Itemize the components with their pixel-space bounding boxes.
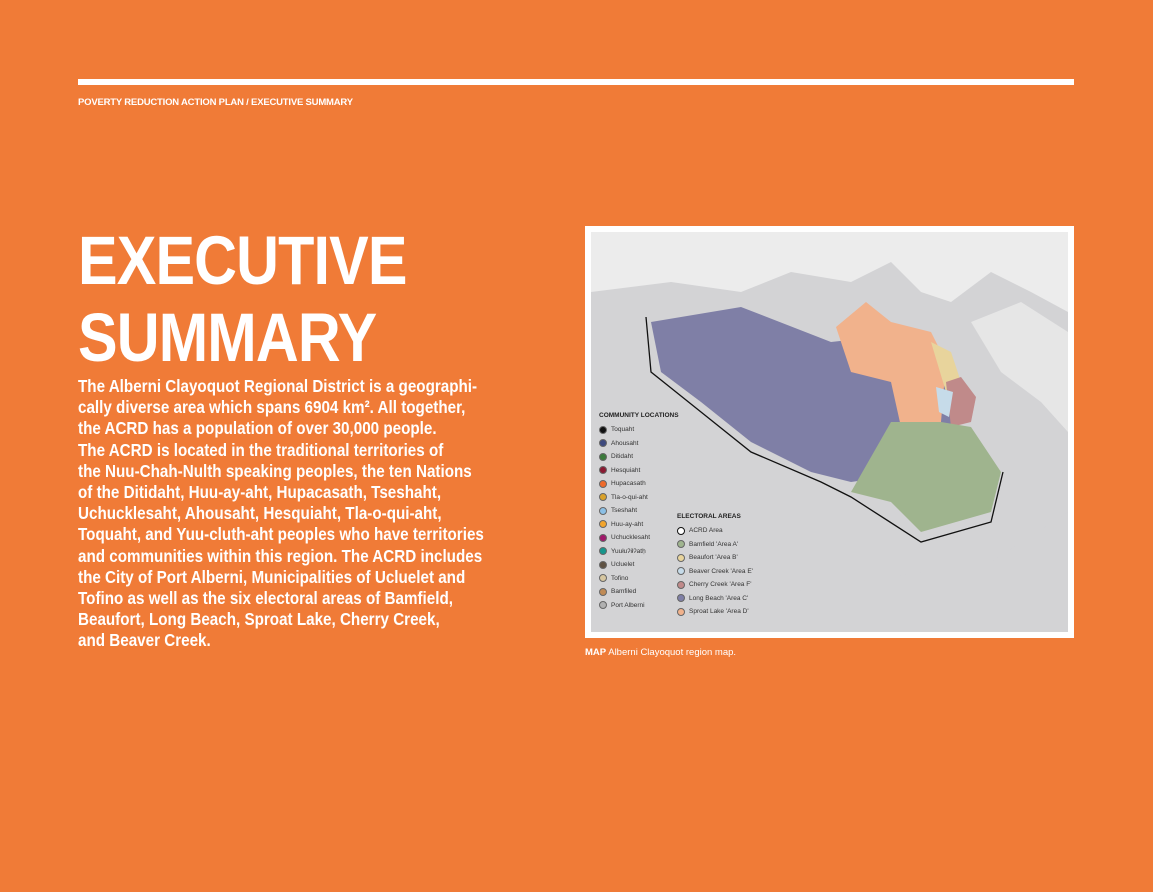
water-strait [971, 302, 1068, 432]
body-line: Beaufort, Long Beach, Sproat Lake, Cherr… [78, 609, 440, 630]
body-line: and Beaver Creek. [78, 630, 211, 651]
legend-swatch-icon [599, 479, 607, 488]
body-line: The Alberni Clayoquot Regional District … [78, 376, 478, 396]
area-bamfield [851, 422, 1001, 532]
legend-swatch-icon [599, 574, 607, 583]
legend-item: Bamfiled [599, 585, 679, 599]
community-legend: COMMUNITY LOCATIONS Toquaht Ahousaht Ditid… [599, 412, 679, 612]
legend-swatch-icon [599, 439, 607, 448]
legend-item: ACRD Area [677, 524, 753, 538]
legend-item: Hesquiaht [599, 464, 679, 478]
legend-swatch-icon [599, 425, 607, 434]
legend-label: Uchucklesaht [611, 534, 651, 542]
legend-item: Toquaht [599, 423, 679, 437]
legend-swatch-icon [677, 607, 685, 616]
body-line: the ACRD has a population of over 30,000… [78, 418, 437, 439]
legend-swatch-icon [599, 466, 607, 475]
legend-swatch-icon [599, 560, 607, 569]
legend-label: Port Alberni [611, 601, 645, 609]
electoral-legend-heading: ELECTORAL AREAS [677, 513, 741, 520]
legend-swatch-icon [599, 587, 607, 596]
legend-label: Tla-o-qui-aht [611, 493, 648, 501]
legend-item: Ditidaht [599, 450, 679, 464]
legend-item: Sproat Lake 'Area D' [677, 605, 753, 619]
legend-label: ACRD Area [689, 527, 723, 535]
legend-item: Huu-ay-aht [599, 518, 679, 532]
page-title-line: EXECUTIVE [78, 222, 407, 299]
legend-swatch-icon [599, 601, 607, 610]
body-line: and communities within this region. The … [78, 545, 483, 566]
map-caption: MAP Alberni Clayoquot region map. [585, 647, 736, 658]
legend-label: Beaufort 'Area B' [689, 554, 738, 562]
legend-swatch-icon [677, 580, 685, 589]
caption-label: MAP [585, 647, 607, 658]
body-line: Toquaht, and Yuu-cluth-aht peoples who h… [78, 524, 484, 545]
body-line: Uchucklesaht, Ahousaht, Hesquiaht, Tla-o… [78, 503, 442, 524]
legend-label: Ahousaht [611, 439, 639, 447]
acrd-boundary [645, 316, 1004, 543]
community-legend-heading: COMMUNITY LOCATIONS [599, 412, 679, 419]
legend-swatch-icon [599, 506, 607, 515]
page-title: EXECUTIVE SUMMARY [78, 222, 407, 376]
legend-swatch-icon [677, 594, 685, 603]
legend-item: Tla-o-qui-aht [599, 491, 679, 505]
legend-item: Hupacasath [599, 477, 679, 491]
legend-label: Ucluelet [611, 561, 635, 569]
legend-label: Ditidaht [611, 453, 634, 461]
legend-item: Port Alberni [599, 599, 679, 613]
legend-swatch-icon [599, 452, 607, 461]
body-line: the Nuu-Chah-Nulth speaking peoples, the… [78, 460, 472, 481]
water-north [591, 232, 1068, 312]
legend-swatch-icon [599, 493, 607, 502]
legend-label: Hesquiaht [611, 466, 641, 474]
legend-swatch-icon [677, 540, 685, 549]
legend-label: Sproat Lake 'Area D' [689, 608, 749, 616]
legend-item: Long Beach 'Area C' [677, 592, 753, 606]
body-line: the City of Port Alberni, Municipalities… [78, 566, 466, 587]
legend-label: Bamfiled [611, 588, 637, 596]
legend-item: Beaver Creek 'Area E' [677, 565, 753, 579]
area-cherry-creek [946, 377, 976, 427]
legend-item: Ucluelet [599, 558, 679, 572]
legend-swatch-icon [599, 520, 607, 529]
legend-label: Tofino [611, 574, 629, 582]
region-map: COMMUNITY LOCATIONS Toquaht Ahousaht Ditid… [585, 226, 1074, 638]
electoral-legend: ELECTORAL AREAS ACRD Area Bamfield 'Area … [677, 513, 753, 619]
legend-label: Tseshaht [611, 507, 638, 515]
area-sproat-lake [836, 302, 946, 427]
body-line: Tofino as well as the six electoral area… [78, 588, 453, 609]
legend-label: Huu-ay-aht [611, 520, 644, 528]
legend-label: Toquaht [611, 426, 635, 434]
body-line: of the Ditidaht, Huu-ay-aht, Hupacasath,… [78, 482, 442, 503]
legend-item: Cherry Creek 'Area F' [677, 578, 753, 592]
body-line: cally diverse area which spans 6904 km².… [78, 397, 466, 418]
header-rule [78, 79, 1074, 85]
legend-swatch-icon [677, 526, 685, 535]
body-line: The ACRD is located in the traditional t… [78, 439, 444, 460]
running-title: POVERTY REDUCTION ACTION PLAN / EXECUTIV… [78, 97, 353, 108]
area-beaver-creek [936, 387, 953, 417]
legend-label: Beaver Creek 'Area E' [689, 567, 753, 575]
legend-item: Beaufort 'Area B' [677, 551, 753, 565]
legend-label: Cherry Creek 'Area F' [689, 581, 752, 589]
legend-swatch-icon [599, 533, 607, 542]
legend-label: Hupacasath [611, 480, 646, 488]
legend-label: Yuułuʔiłʔatḥ [611, 547, 646, 555]
legend-item: Uchucklesaht [599, 531, 679, 545]
legend-label: Long Beach 'Area C' [689, 594, 749, 602]
legend-item: Yuułuʔiłʔatḥ [599, 545, 679, 559]
page-title-line: SUMMARY [78, 299, 377, 376]
legend-label: Bamfield 'Area A' [689, 540, 739, 548]
body-text: The Alberni Clayoquot Regional District … [78, 376, 571, 652]
legend-swatch-icon [677, 553, 685, 562]
legend-swatch-icon [599, 547, 607, 556]
legend-item: Tofino [599, 572, 679, 586]
map-graphic [591, 232, 1068, 632]
legend-swatch-icon [677, 567, 685, 576]
caption-text: Alberni Clayoquot region map. [606, 647, 737, 658]
legend-item: Tseshaht [599, 504, 679, 518]
legend-item: Ahousaht [599, 437, 679, 451]
legend-item: Bamfield 'Area A' [677, 538, 753, 552]
